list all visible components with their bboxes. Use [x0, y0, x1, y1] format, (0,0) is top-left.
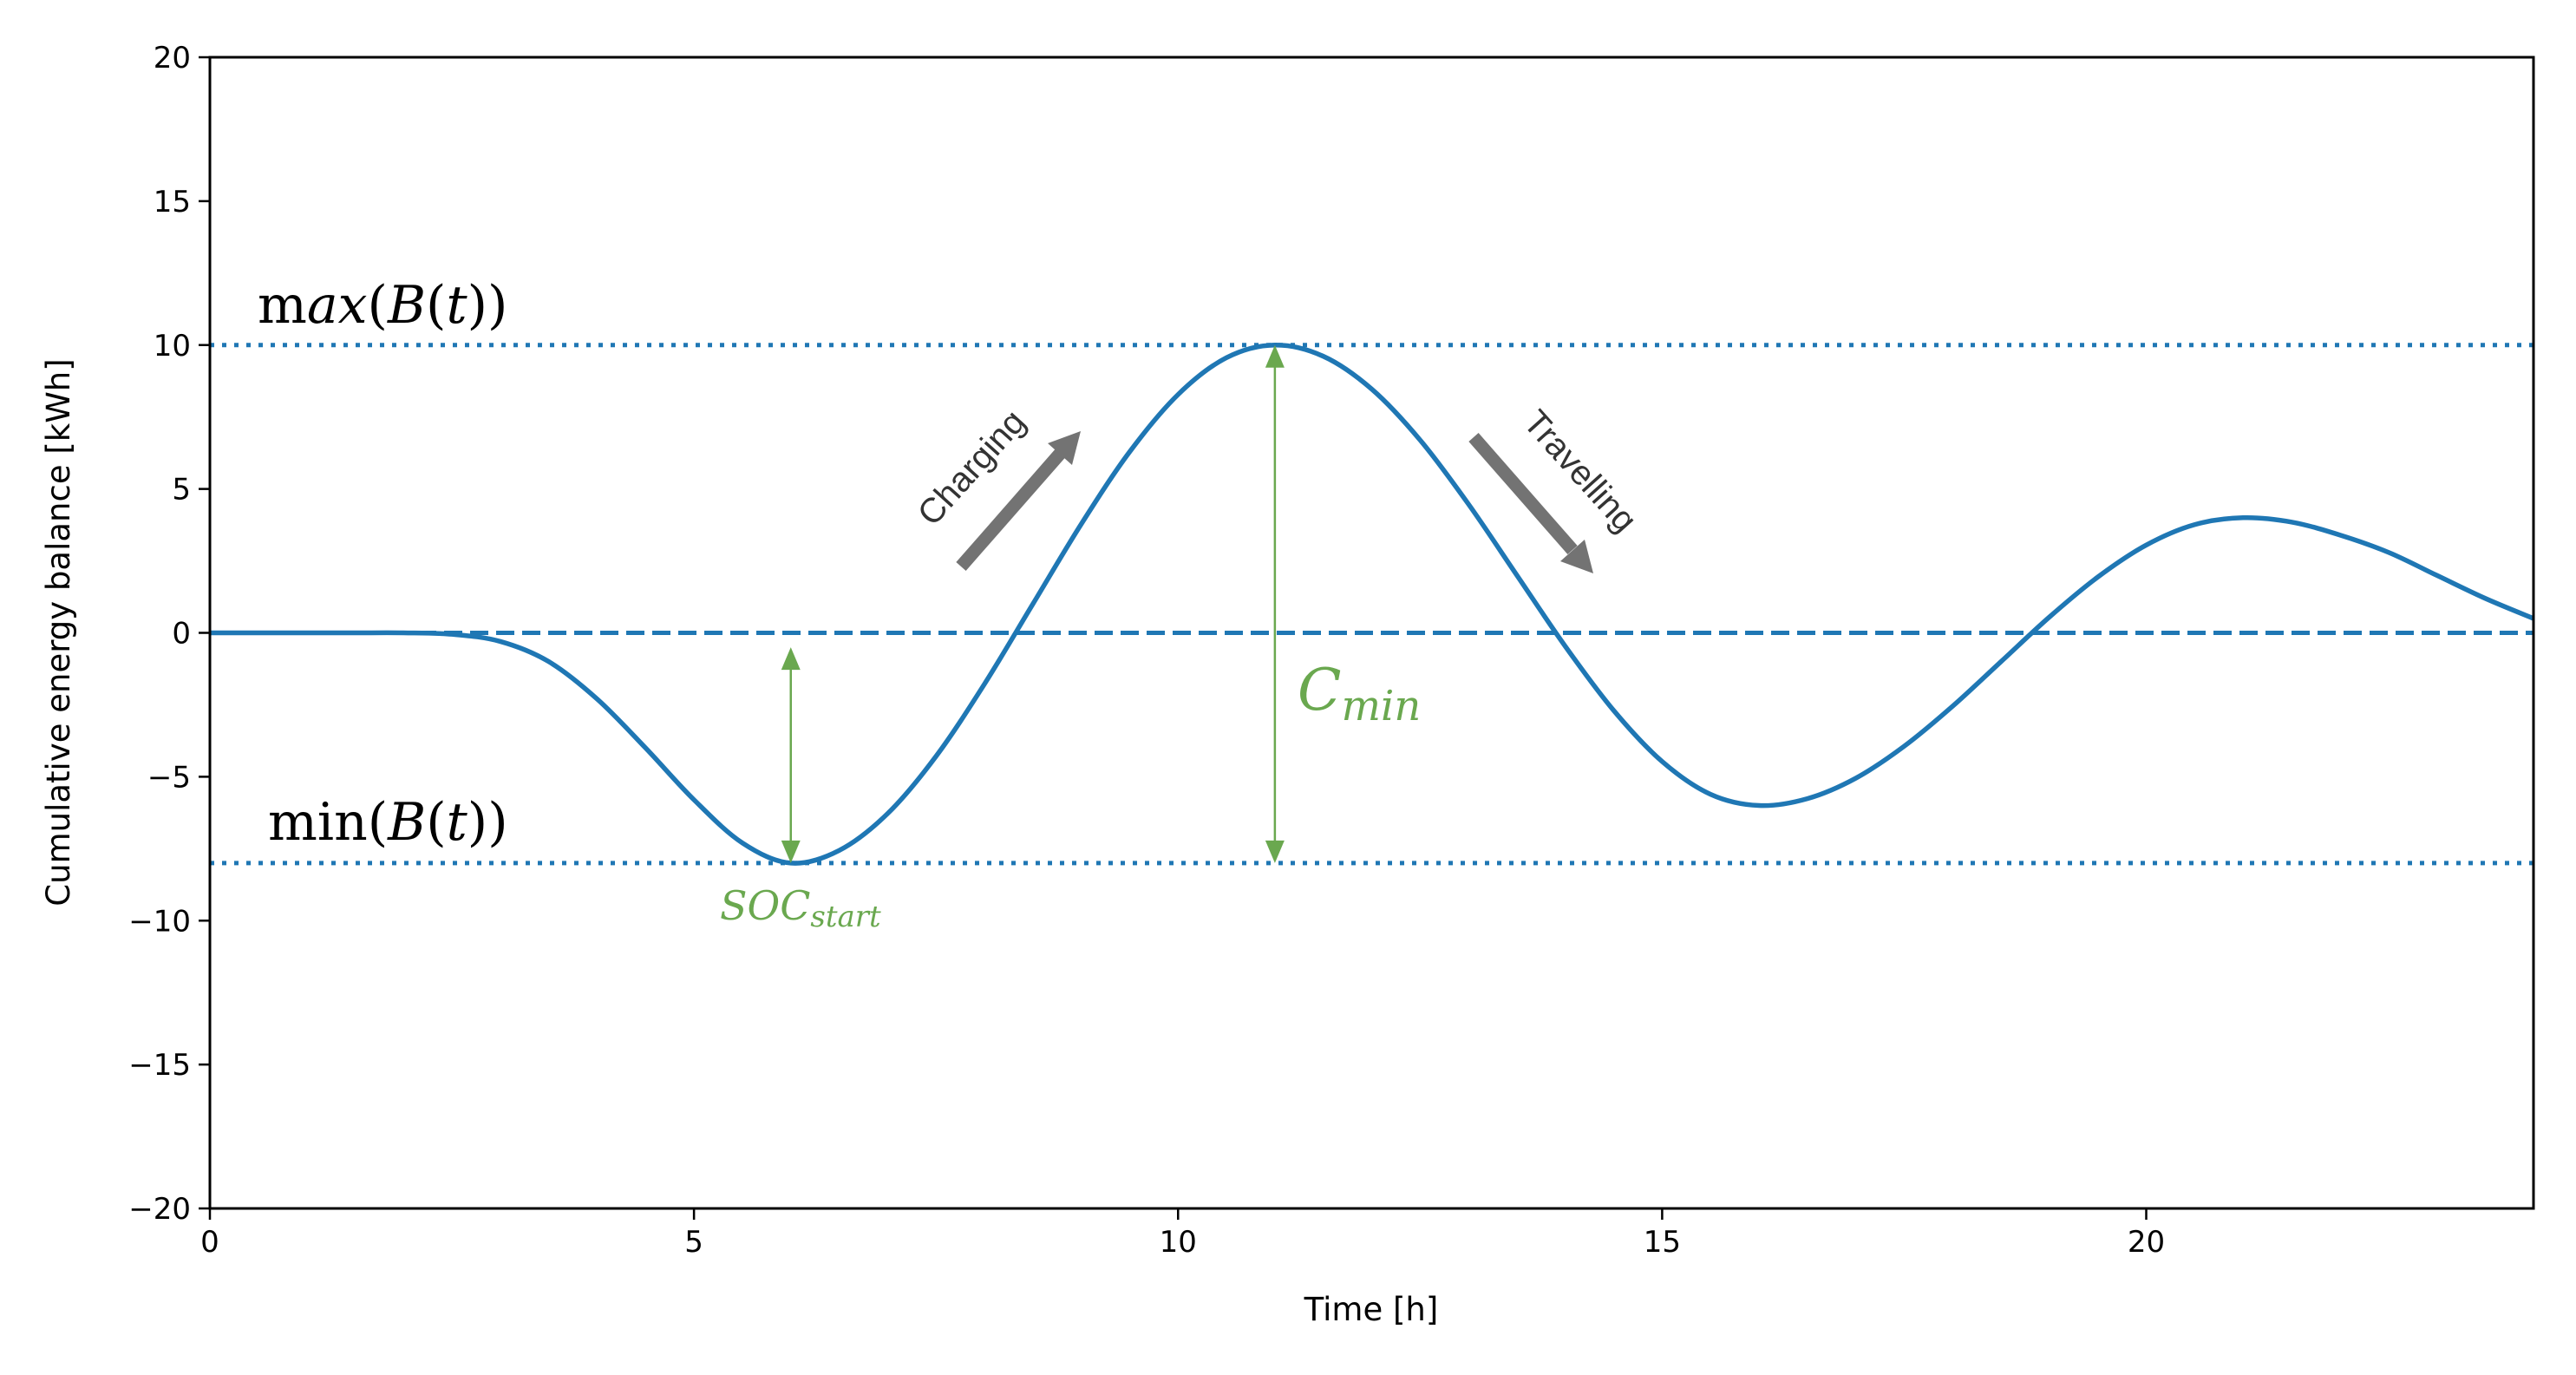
min-label: min(B(t)) [268, 792, 508, 853]
travelling-label: Travelling [1516, 403, 1644, 540]
x-tick-label: 0 [200, 1225, 219, 1260]
x-axis-ticks: 0 5 10 15 20 [200, 1208, 2165, 1260]
y-tick-label: −10 [128, 904, 191, 939]
soc-start-label: SOCstart [720, 882, 881, 934]
reference-lines [210, 343, 2534, 866]
charging-arrow [956, 431, 1081, 571]
y-tick-label: 15 [154, 185, 191, 219]
y-tick-label: 10 [154, 329, 191, 363]
y-tick-label: −20 [128, 1192, 191, 1227]
y-tick-label: 20 [154, 41, 191, 75]
x-tick-label: 10 [1160, 1225, 1197, 1260]
soc-start-arrow [781, 647, 801, 863]
y-tick-label: −15 [128, 1048, 191, 1083]
travelling-arrow [1468, 433, 1593, 573]
y-tick-label: −5 [147, 760, 191, 795]
c-min-arrow [1265, 344, 1285, 863]
y-axis-label: Cumulative energy balance [kWh] [40, 358, 77, 906]
x-axis-label: Time [h] [1304, 1291, 1439, 1328]
y-tick-label: 0 [172, 617, 191, 651]
x-tick-label: 20 [2128, 1225, 2165, 1260]
x-tick-label: 5 [684, 1225, 703, 1260]
y-tick-label: 5 [172, 473, 191, 507]
green-arrows [781, 344, 1285, 863]
x-tick-label: 15 [1644, 1225, 1681, 1260]
max-label: max(B(t)) [258, 275, 507, 336]
y-axis-ticks: −20 −15 −10 −5 0 5 10 15 20 [128, 41, 210, 1227]
series-line-energy-balance [209, 342, 2535, 866]
c-min-label: Cmin [1298, 657, 1421, 730]
